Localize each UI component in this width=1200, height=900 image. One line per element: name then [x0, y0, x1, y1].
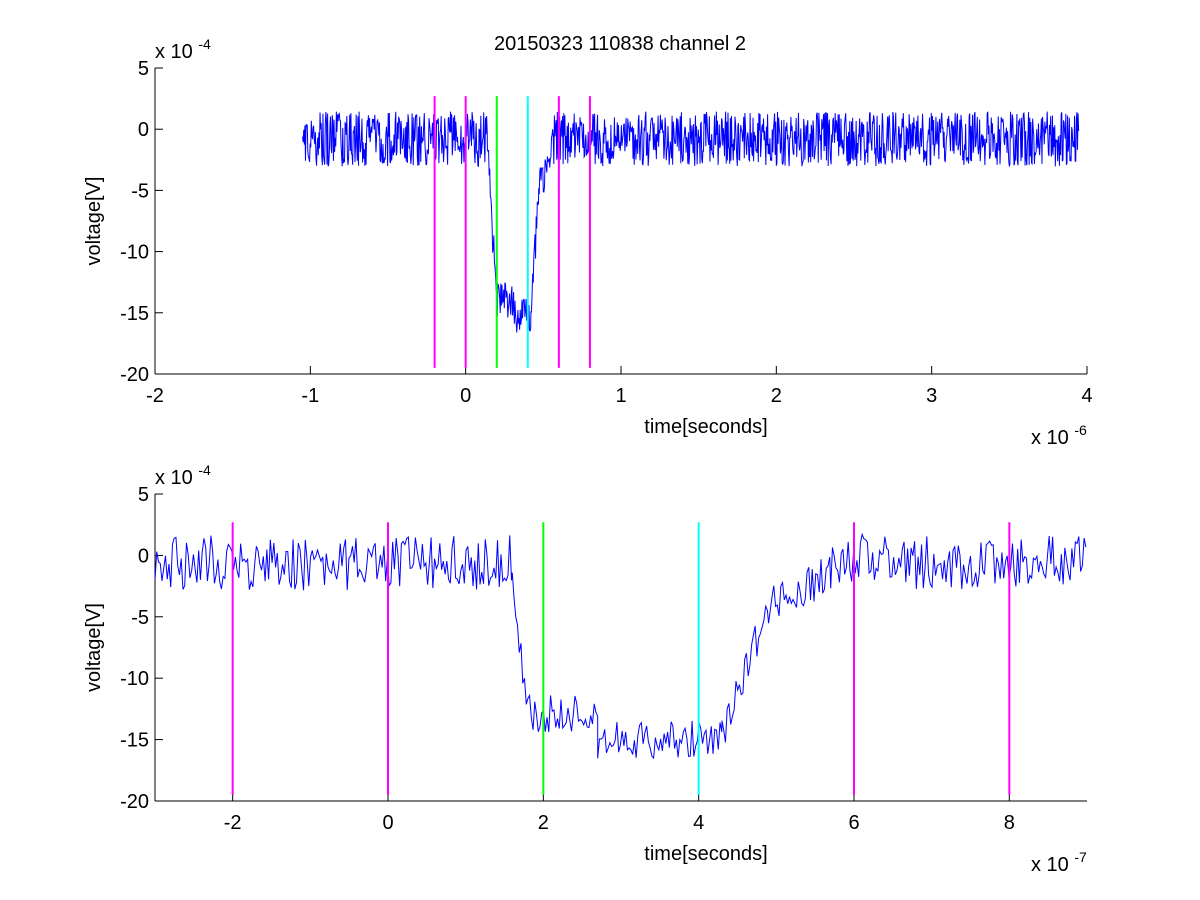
x-tick-label: 2 [771, 385, 782, 407]
y-exponent-value: -4 [198, 462, 211, 478]
x-tick-label: 3 [926, 385, 937, 407]
top-axes: 50-5-10-15-20-2 -1 0 1 2 3 4time[seconds]volta… [83, 36, 1093, 449]
x-tick-label: -1 [301, 385, 319, 407]
x-tick-label: 1 [615, 385, 626, 407]
y-tick-label: -15 [120, 303, 149, 325]
y-tick-label: -5 [131, 607, 149, 629]
y-tick-label: -20 [120, 791, 149, 813]
x-tick-label: 0 [460, 385, 471, 407]
y-tick-label: -5 [131, 180, 149, 202]
x-tick-label: 4 [693, 812, 704, 834]
y-tick-label: -20 [120, 364, 149, 386]
voltage-trace [154, 532, 1087, 760]
y-exponent-value: -4 [198, 36, 211, 52]
x-exponent-label: x 10 -7 [1031, 849, 1087, 876]
bottom-axes: 50-5-10-15-20-2 0 2 4 6 8time[seconds]voltage… [83, 462, 1087, 876]
voltage-trace [302, 111, 1080, 333]
y-tick-label: 0 [138, 545, 149, 567]
figure-title: 20150323 110838 channel 2 [494, 33, 746, 55]
x-axis-label: time[seconds] [644, 416, 767, 438]
y-tick-label: 5 [138, 484, 149, 506]
x-tick-label: 6 [848, 812, 859, 834]
x-exponent-value: -7 [1074, 849, 1087, 865]
y-tick-label: -15 [120, 730, 149, 752]
y-exponent-label: x 10 -4 [155, 36, 211, 63]
x-tick-label: -2 [146, 385, 164, 407]
y-tick-label: -10 [120, 242, 149, 264]
x-axis-label: time[seconds] [644, 843, 767, 865]
x-tick-label: -2 [224, 812, 242, 834]
y-axis-label: voltage[V] [83, 177, 105, 266]
x-tick-label: 0 [382, 812, 393, 834]
y-tick-label: 5 [138, 58, 149, 80]
y-tick-label: 0 [138, 119, 149, 141]
x-tick-label: 4 [1081, 385, 1092, 407]
x-tick-label: 2 [538, 812, 549, 834]
x-exponent-label: x 10 -6 [1031, 422, 1087, 449]
y-axis-label: voltage[V] [83, 603, 105, 692]
y-exponent-label: x 10 -4 [155, 462, 211, 489]
x-tick-label: 8 [1004, 812, 1015, 834]
y-tick-label: -10 [120, 668, 149, 690]
x-exponent-value: -6 [1074, 422, 1087, 438]
